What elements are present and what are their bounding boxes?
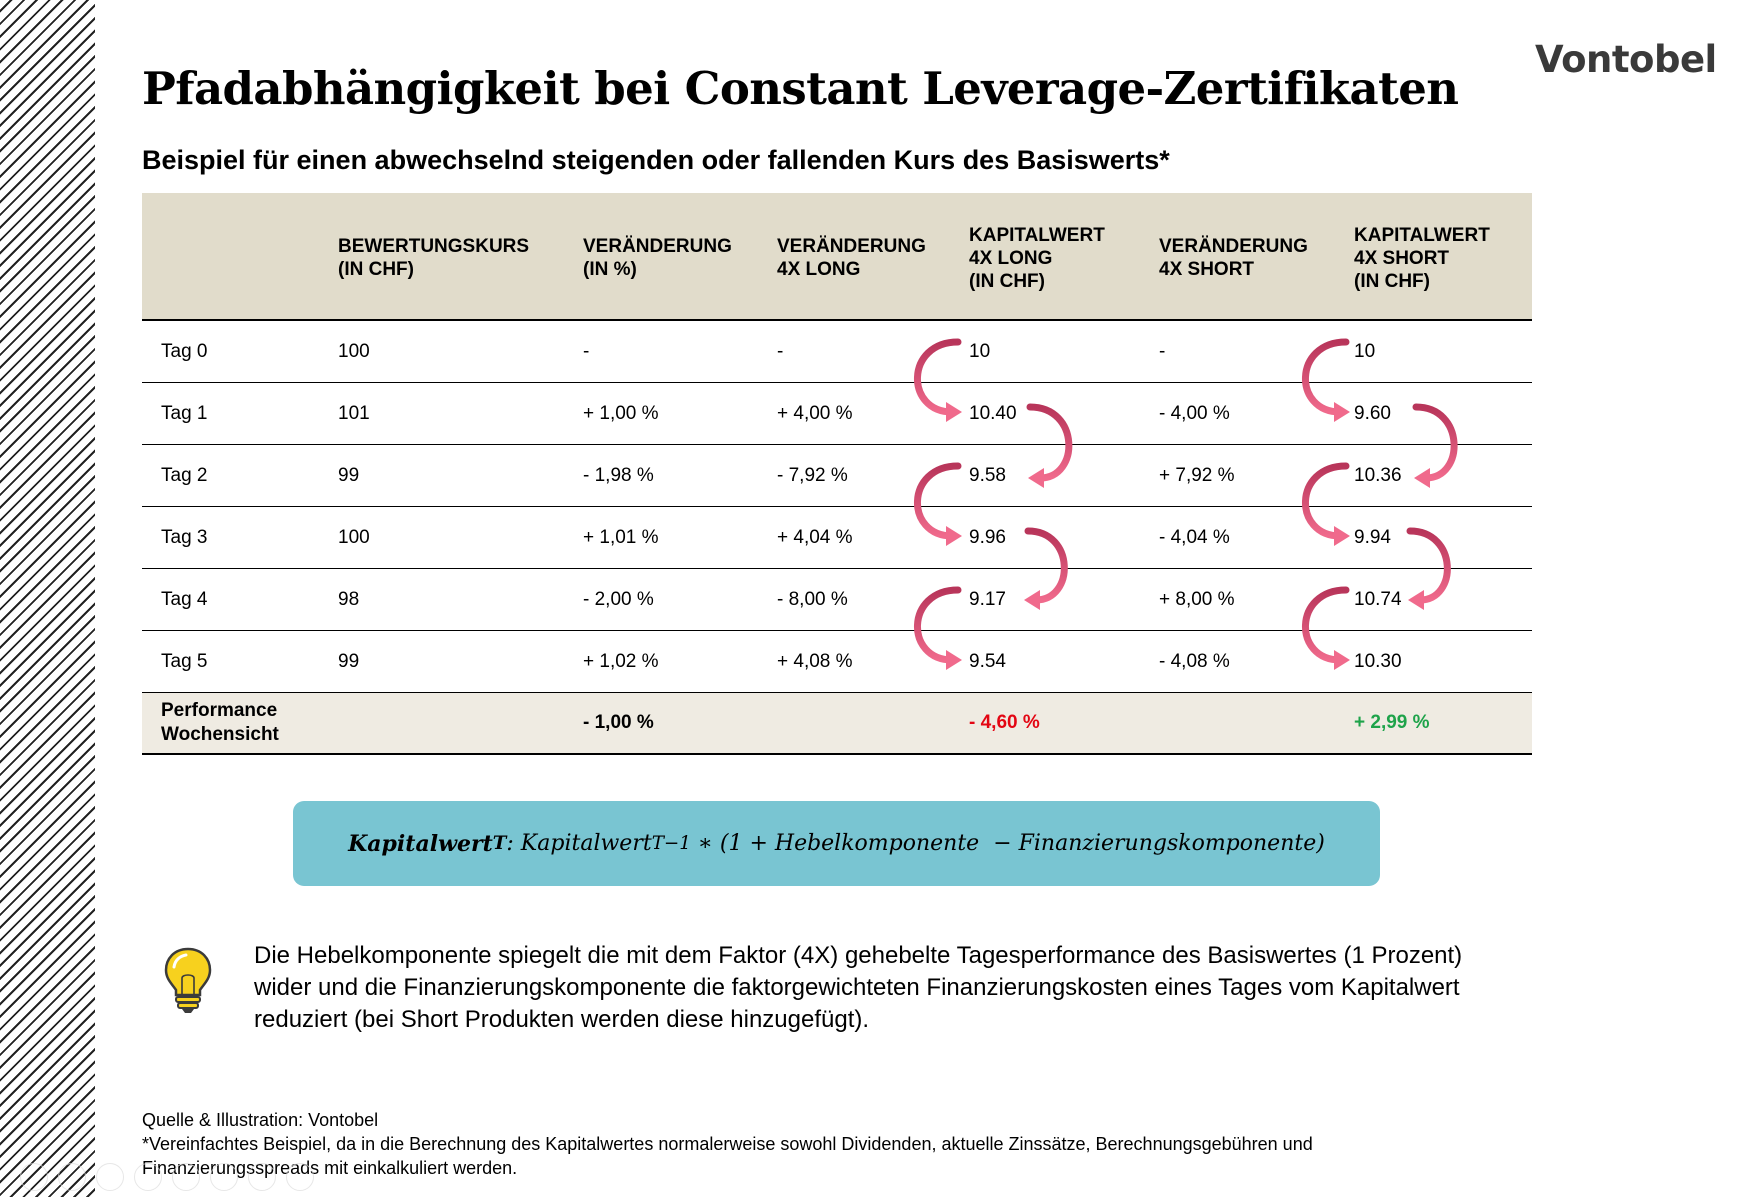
footnote: *Vereinfachtes Beispiel, da in die Berec…	[142, 1134, 1313, 1178]
cell-change-long: + 4,08 %	[777, 650, 853, 672]
slide-toolbar	[20, 1163, 314, 1191]
cell-change-short: - 4,00 %	[1159, 402, 1230, 424]
table-row: Tag 3 100 + 1,01 % + 4,04 % 9.96 - 4,04 …	[142, 507, 1532, 569]
table-row: Tag 4 98 - 2,00 % - 8,00 % 9.17 + 8,00 %…	[142, 569, 1532, 631]
cell-change: - 2,00 %	[583, 588, 654, 610]
cell-value-short: 9.94	[1354, 526, 1391, 548]
cell-value-short: 10.74	[1354, 588, 1402, 610]
toolbar-icon[interactable]	[286, 1163, 314, 1191]
cell-price: 99	[338, 464, 360, 486]
cell-change-long: -	[777, 340, 784, 362]
cell-change: + 1,02 %	[583, 650, 659, 672]
cell-change-short: - 4,08 %	[1159, 650, 1230, 672]
cell-change: + 1,00 %	[583, 402, 659, 424]
leverage-table: BEWERTUNGSKURS (IN CHF) VERÄNDERUNG (IN …	[142, 193, 1532, 755]
cell-day: Tag 3	[161, 526, 208, 548]
header-kapitalwert-short: KAPITALWERT 4X SHORT (IN CHF)	[1354, 225, 1490, 292]
performance-label: Performance Wochensicht	[161, 700, 279, 745]
formula-lhs: Kapitalwert	[348, 830, 493, 857]
cell-change-short: - 4,04 %	[1159, 526, 1230, 548]
cell-change-short: + 8,00 %	[1159, 588, 1235, 610]
header-kapitalwert-long: KAPITALWERT 4X LONG (IN CHF)	[969, 225, 1105, 292]
cell-day: Tag 1	[161, 402, 208, 424]
cell-value-long: 9.96	[969, 526, 1006, 548]
cell-price: 98	[338, 588, 360, 610]
cell-day: Tag 2	[161, 464, 208, 486]
cell-day: Tag 4	[161, 588, 208, 610]
formula-lhs-sub: T	[492, 833, 507, 854]
cell-value-long: 10.40	[969, 402, 1017, 424]
cell-value-long: 9.54	[969, 650, 1006, 672]
toolbar-icon[interactable]	[134, 1163, 162, 1191]
cell-day: Tag 5	[161, 650, 208, 672]
cell-value-short: 10.36	[1354, 464, 1402, 486]
formula-rhs: : Kapitalwert	[506, 831, 652, 856]
performance-long: - 4,60 %	[969, 712, 1040, 733]
cell-change: -	[583, 340, 590, 362]
cell-change-short: -	[1159, 340, 1166, 362]
performance-change: - 1,00 %	[583, 712, 654, 733]
cell-change-long: + 4,00 %	[777, 402, 853, 424]
formula-rhs-rest: ∗ (1 + Hebelkomponente − Finanzierungsko…	[690, 831, 1325, 856]
page-subtitle: Beispiel für einen abwechselnd steigende…	[142, 145, 1170, 175]
explanation-text: Die Hebelkomponente spiegelt die mit dem…	[254, 942, 1463, 1033]
source-footer: Quelle & Illustration: Vontobel *Vereinf…	[142, 1108, 1442, 1180]
toolbar-icon[interactable]	[210, 1163, 238, 1191]
cell-change: + 1,01 %	[583, 526, 659, 548]
cell-change: - 1,98 %	[583, 464, 654, 486]
decorative-stripes	[0, 0, 95, 1197]
header-veraenderung: VERÄNDERUNG (IN %)	[583, 236, 732, 280]
toolbar-icon[interactable]	[96, 1163, 124, 1191]
vontobel-logo: Vontobel	[1535, 38, 1717, 81]
table-row: Tag 0 100 - - 10 - 10	[142, 321, 1532, 383]
toolbar-icon[interactable]	[58, 1163, 86, 1191]
cell-value-long: 10	[969, 340, 991, 362]
cell-value-long: 9.17	[969, 588, 1006, 610]
table-row: Tag 5 99 + 1,02 % + 4,08 % 9.54 - 4,08 %…	[142, 631, 1532, 693]
header-veraenderung-long: VERÄNDERUNG 4X LONG	[777, 236, 926, 280]
cell-value-short: 10.30	[1354, 650, 1402, 672]
cell-value-short: 10	[1354, 340, 1376, 362]
cell-change-short: + 7,92 %	[1159, 464, 1235, 486]
cell-price: 100	[338, 340, 370, 362]
formula-rhs-sub: T−1	[651, 833, 691, 854]
cell-price: 99	[338, 650, 360, 672]
cell-day: Tag 0	[161, 340, 208, 362]
cell-change-long: + 4,04 %	[777, 526, 853, 548]
table-header: BEWERTUNGSKURS (IN CHF) VERÄNDERUNG (IN …	[142, 193, 1532, 321]
cell-value-long: 9.58	[969, 464, 1006, 486]
cell-change-long: - 8,00 %	[777, 588, 848, 610]
toolbar-icon[interactable]	[172, 1163, 200, 1191]
page-title: Pfadabhängigkeit bei Constant Leverage-Z…	[142, 62, 1459, 115]
cell-price: 100	[338, 526, 370, 548]
performance-short: + 2,99 %	[1354, 712, 1430, 733]
cell-value-short: 9.60	[1354, 402, 1391, 424]
header-veraenderung-short: VERÄNDERUNG 4X SHORT	[1159, 236, 1308, 280]
toolbar-icon[interactable]	[248, 1163, 276, 1191]
table-row: Tag 1 101 + 1,00 % + 4,00 % 10.40 - 4,00…	[142, 383, 1532, 445]
performance-row: Performance Wochensicht - 1,00 % - 4,60 …	[142, 693, 1532, 755]
cell-change-long: - 7,92 %	[777, 464, 848, 486]
cell-price: 101	[338, 402, 370, 424]
lightbulb-icon	[164, 947, 212, 1013]
table-row: Tag 2 99 - 1,98 % - 7,92 % 9.58 + 7,92 %…	[142, 445, 1532, 507]
toolbar-icon[interactable]	[20, 1163, 48, 1191]
formula-box: Kapitalwert T: Kapitalwert T−1 ∗ (1 + Hebe…	[293, 801, 1380, 886]
header-bewertungskurs: BEWERTUNGSKURS (IN CHF)	[338, 236, 530, 280]
source-line: Quelle & Illustration: Vontobel	[142, 1110, 379, 1130]
